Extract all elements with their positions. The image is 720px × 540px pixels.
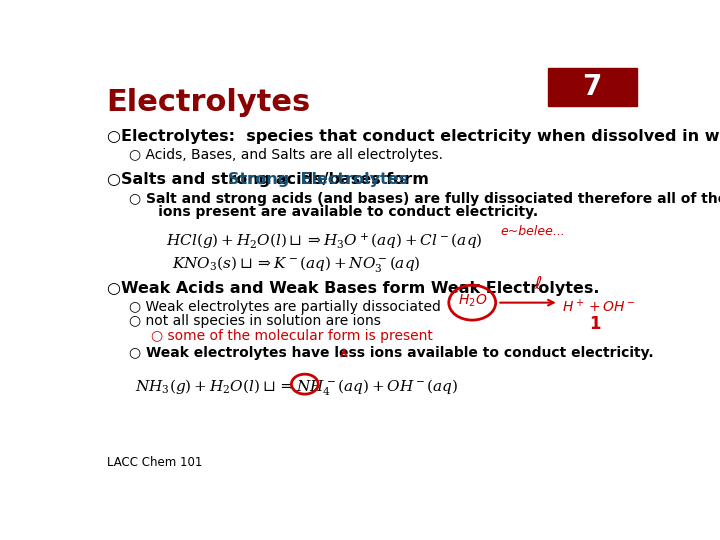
Text: Strong  Electrolytes: Strong Electrolytes	[228, 172, 408, 187]
Text: ○Salts and strong acids/bases form: ○Salts and strong acids/bases form	[107, 172, 434, 187]
Text: $KNO_3(s)\sqcup\Rightarrow K^-(aq)+NO_3^-(aq)$: $KNO_3(s)\sqcup\Rightarrow K^-(aq)+NO_3^…	[172, 254, 420, 274]
Text: $H_2O$: $H_2O$	[457, 293, 487, 309]
Text: ○ Weak electrolytes have less ions available to conduct electricity.: ○ Weak electrolytes have less ions avail…	[129, 346, 654, 360]
FancyBboxPatch shape	[547, 68, 637, 106]
Text: $\ell$: $\ell$	[534, 275, 542, 293]
Text: 1: 1	[589, 315, 600, 333]
Text: 7: 7	[582, 73, 602, 102]
Text: ○ Acids, Bases, and Salts are all electrolytes.: ○ Acids, Bases, and Salts are all electr…	[129, 148, 443, 162]
Text: ○Electrolytes:  species that conduct electricity when dissolved in water.: ○Electrolytes: species that conduct elec…	[107, 129, 720, 144]
Text: $NH_3(g)+H_2O(l)\sqcup\Rightarrow NH_4^-(aq)+OH^-(aq)$: $NH_3(g)+H_2O(l)\sqcup\Rightarrow NH_4^-…	[135, 377, 458, 397]
Text: Electrolytes: Electrolytes	[107, 87, 311, 117]
Text: $H^+ + OH^-$: $H^+ + OH^-$	[562, 298, 636, 315]
Text: ○ not all species in solution are ions: ○ not all species in solution are ions	[129, 314, 381, 328]
Text: LACC Chem 101: LACC Chem 101	[107, 456, 202, 469]
Text: e~belee...: e~belee...	[500, 225, 565, 238]
Text: ○ some of the molecular form is present: ○ some of the molecular form is present	[151, 329, 433, 343]
Text: $HCl(g)+H_2O(l)\sqcup\Rightarrow H_3O^+(aq)+Cl^-(aq)$: $HCl(g)+H_2O(l)\sqcup\Rightarrow H_3O^+(…	[166, 231, 482, 251]
Text: ○ Weak electrolytes are partially dissociated: ○ Weak electrolytes are partially dissoc…	[129, 300, 441, 314]
Text: ions present are available to conduct electricity.: ions present are available to conduct el…	[129, 205, 538, 219]
Text: ○ Salt and strong acids (and bases) are fully dissociated therefore all of the: ○ Salt and strong acids (and bases) are …	[129, 192, 720, 206]
Text: ○Weak Acids and Weak Bases form Weak Electrolytes.: ○Weak Acids and Weak Bases form Weak Ele…	[107, 281, 599, 296]
